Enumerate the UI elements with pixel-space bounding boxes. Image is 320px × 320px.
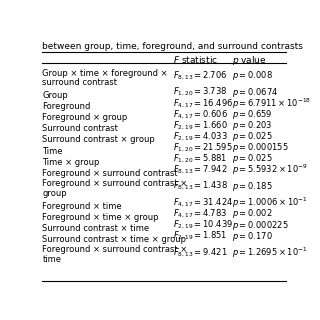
- Text: $F_{1,20} = 5.881$: $F_{1,20} = 5.881$: [173, 153, 227, 165]
- Text: Foreground: Foreground: [43, 102, 91, 111]
- Text: $p = 6.7911 \times 10^{-18}$: $p = 6.7911 \times 10^{-18}$: [232, 96, 311, 111]
- Text: $p = 0.002$: $p = 0.002$: [232, 207, 273, 220]
- Text: $p = 1.2695 \times 10^{-1}$: $p = 1.2695 \times 10^{-1}$: [232, 245, 308, 260]
- Text: Time: Time: [43, 147, 63, 156]
- Text: $p = 0.025$: $p = 0.025$: [232, 152, 273, 165]
- Text: $F_{2,19} = 4.033$: $F_{2,19} = 4.033$: [173, 131, 228, 143]
- Text: $F_{2,19} = 1.851$: $F_{2,19} = 1.851$: [173, 230, 227, 242]
- Text: $p = 0.0674$: $p = 0.0674$: [232, 86, 279, 99]
- Text: $p = 0.203$: $p = 0.203$: [232, 119, 273, 132]
- Text: $F_{8,13} = 1.438$: $F_{8,13} = 1.438$: [173, 180, 228, 192]
- Text: Foreground × time × group: Foreground × time × group: [43, 213, 159, 222]
- Text: surround contrast: surround contrast: [43, 78, 117, 87]
- Text: Foreground × surround contrast ×: Foreground × surround contrast ×: [43, 179, 188, 188]
- Text: Foreground × surround contrast: Foreground × surround contrast: [43, 169, 178, 178]
- Text: Foreground × surround contrast ×: Foreground × surround contrast ×: [43, 245, 188, 254]
- Text: $F_{4,17} = 4.783$: $F_{4,17} = 4.783$: [173, 208, 227, 220]
- Text: Foreground × time: Foreground × time: [43, 202, 122, 211]
- Text: $p = 0.008$: $p = 0.008$: [232, 69, 273, 82]
- Text: $F_{2,19} = 1.660$: $F_{2,19} = 1.660$: [173, 119, 228, 132]
- Text: Surround contrast: Surround contrast: [43, 124, 118, 133]
- Text: Time × group: Time × group: [43, 157, 100, 167]
- Text: Group: Group: [43, 91, 68, 100]
- Text: $F_{4,17} = 31.424$: $F_{4,17} = 31.424$: [173, 197, 233, 209]
- Text: $p = 1.0006 \times 10^{-1}$: $p = 1.0006 \times 10^{-1}$: [232, 196, 308, 210]
- Text: $p = 0.025$: $p = 0.025$: [232, 130, 273, 143]
- Text: Group × time × foreground ×: Group × time × foreground ×: [43, 68, 168, 77]
- Text: $F_{2,19} = 10.439$: $F_{2,19} = 10.439$: [173, 219, 233, 231]
- Text: $F$ statistic: $F$ statistic: [173, 54, 218, 65]
- Text: $F_{8,13} = 2.706$: $F_{8,13} = 2.706$: [173, 70, 227, 82]
- Text: between group, time, foreground, and surround contrasts: between group, time, foreground, and sur…: [43, 42, 303, 51]
- Text: $p$ value: $p$ value: [232, 54, 267, 68]
- Text: $F_{4,17} = 0.606$: $F_{4,17} = 0.606$: [173, 108, 228, 121]
- Text: $F_{8,13} = 9.421$: $F_{8,13} = 9.421$: [173, 246, 228, 259]
- Text: group: group: [43, 189, 67, 198]
- Text: $p = 5.5932 \times 10^{-9}$: $p = 5.5932 \times 10^{-9}$: [232, 163, 308, 177]
- Text: $p = 0.000225$: $p = 0.000225$: [232, 219, 289, 231]
- Text: Surround contrast × time: Surround contrast × time: [43, 224, 150, 233]
- Text: $F_{1,20} = 21.595$: $F_{1,20} = 21.595$: [173, 141, 232, 154]
- Text: Foreground × group: Foreground × group: [43, 113, 128, 122]
- Text: $p = 0.170$: $p = 0.170$: [232, 229, 273, 243]
- Text: $F_{8,13} = 7.942$: $F_{8,13} = 7.942$: [173, 164, 227, 176]
- Text: $p = 0.659$: $p = 0.659$: [232, 108, 273, 121]
- Text: $p = 0.185$: $p = 0.185$: [232, 180, 273, 193]
- Text: $F_{4,17} = 16.496$: $F_{4,17} = 16.496$: [173, 97, 233, 109]
- Text: $p = 0.000155$: $p = 0.000155$: [232, 141, 289, 154]
- Text: Surround contrast × time × group: Surround contrast × time × group: [43, 235, 187, 244]
- Text: $F_{1,20} = 3.738$: $F_{1,20} = 3.738$: [173, 86, 227, 99]
- Text: time: time: [43, 255, 61, 264]
- Text: Surround contrast × group: Surround contrast × group: [43, 135, 155, 144]
